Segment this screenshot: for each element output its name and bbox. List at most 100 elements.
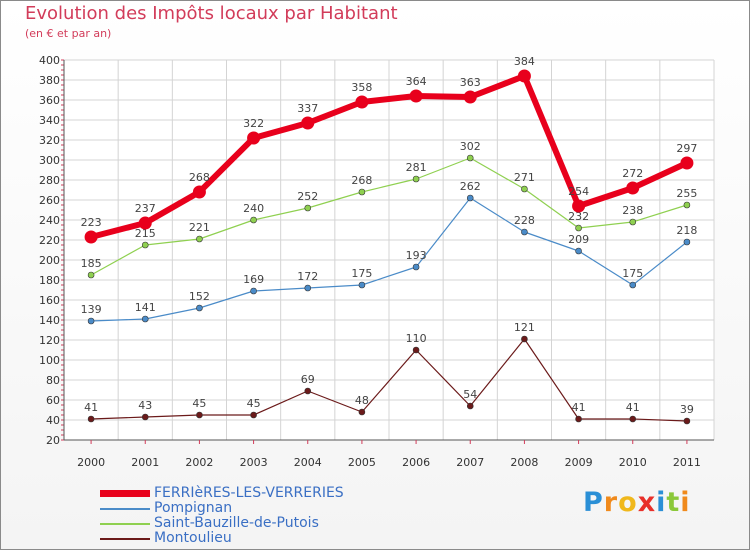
data-point (355, 95, 369, 109)
logo-letter: i (680, 487, 691, 518)
data-point (84, 230, 98, 244)
data-point (412, 346, 420, 354)
data-label: 322 (243, 117, 264, 130)
legend-item: Pompignan (100, 501, 420, 516)
data-label: 223 (81, 216, 102, 229)
y-tick-label: 380 (39, 74, 60, 87)
data-label: 172 (297, 270, 318, 283)
y-tick-label: 340 (39, 114, 60, 127)
data-point (141, 241, 149, 249)
data-point (196, 304, 203, 312)
legend-swatch (100, 523, 150, 525)
data-label: 110 (406, 332, 427, 345)
data-point (358, 188, 366, 196)
y-tick-label: 80 (46, 374, 60, 387)
y-tick-label: 180 (39, 274, 60, 287)
data-label: 228 (514, 214, 535, 227)
logo-letter: r (603, 487, 619, 518)
series-line-3 (91, 338, 687, 422)
data-label: 384 (514, 55, 535, 68)
proxiti-logo: Proxiti (583, 487, 691, 518)
y-tick-label: 140 (39, 314, 60, 327)
data-point (196, 411, 203, 419)
x-tick-label: 2009 (565, 456, 593, 469)
data-point (572, 199, 586, 213)
data-point (304, 204, 312, 212)
y-tick-label: 40 (46, 414, 60, 427)
data-point (466, 194, 474, 202)
data-label: 237 (135, 202, 156, 215)
data-label: 358 (351, 81, 372, 94)
y-tick-label: 240 (39, 214, 60, 227)
logo-letter: x (637, 487, 657, 518)
y-tick-label: 220 (39, 234, 60, 247)
data-point (463, 90, 477, 104)
x-tick-label: 2005 (348, 456, 376, 469)
data-point (521, 335, 528, 343)
x-tick-label: 2011 (673, 456, 701, 469)
data-point (629, 218, 637, 226)
legend-label: Pompignan (154, 500, 233, 516)
data-point (141, 413, 149, 421)
data-label: 252 (297, 190, 318, 203)
data-point (575, 247, 582, 255)
data-point (358, 281, 366, 289)
y-tick-label: 280 (39, 174, 60, 187)
chart-subtitle: (en € et par an) (25, 27, 112, 40)
data-point (683, 238, 691, 246)
data-point (304, 284, 312, 292)
x-tick-label: 2006 (402, 456, 430, 469)
y-tick-label: 60 (46, 394, 60, 407)
chart-legend: FERRIèRES-LES-VERRERIES Pompignan Saint-Ba… (100, 486, 420, 546)
data-label: 39 (680, 403, 694, 416)
data-label: 262 (460, 180, 481, 193)
data-label: 54 (463, 388, 477, 401)
data-point (575, 415, 582, 423)
data-label: 364 (406, 75, 427, 88)
data-point (304, 387, 312, 395)
series-line-2 (90, 157, 688, 276)
data-label: 45 (192, 397, 206, 410)
x-tick-label: 2000 (77, 456, 105, 469)
data-label: 281 (406, 161, 427, 174)
data-label: 221 (189, 221, 210, 234)
y-tick-label: 100 (39, 354, 60, 367)
data-point (521, 228, 528, 236)
data-point (412, 263, 420, 271)
logo-letter: o (618, 487, 638, 518)
y-tick-label: 160 (39, 294, 60, 307)
data-point (412, 175, 420, 183)
x-tick-label: 2001 (131, 456, 159, 469)
series-line-1 (91, 197, 688, 322)
legend-swatch (100, 508, 150, 510)
data-point (87, 317, 95, 325)
data-label: 215 (135, 227, 156, 240)
data-label: 232 (568, 210, 589, 223)
y-tick-label: 320 (39, 134, 60, 147)
data-label: 169 (243, 273, 264, 286)
data-point (629, 281, 637, 289)
data-label: 141 (135, 301, 156, 314)
data-label: 209 (568, 233, 589, 246)
data-label: 363 (460, 76, 481, 89)
legend-label: Saint-Bauzille-de-Putois (154, 515, 319, 531)
legend-item: Saint-Bauzille-de-Putois (100, 516, 420, 531)
data-point (466, 154, 474, 162)
data-label: 297 (676, 142, 697, 155)
logo-letter: i (656, 487, 667, 518)
data-label: 152 (189, 290, 210, 303)
x-tick-label: 2010 (619, 456, 647, 469)
x-tick-label: 2002 (185, 456, 213, 469)
data-point (521, 185, 528, 193)
legend-swatch (100, 538, 150, 540)
data-point (466, 402, 474, 410)
data-label: 69 (301, 373, 315, 386)
data-label: 238 (622, 204, 643, 217)
legend-label: FERRIèRES-LES-VERRERIES (154, 485, 344, 501)
data-point (629, 415, 637, 423)
data-point (196, 235, 203, 243)
data-point (87, 271, 95, 279)
data-label: 139 (81, 303, 102, 316)
logo-letter: P (583, 487, 604, 518)
